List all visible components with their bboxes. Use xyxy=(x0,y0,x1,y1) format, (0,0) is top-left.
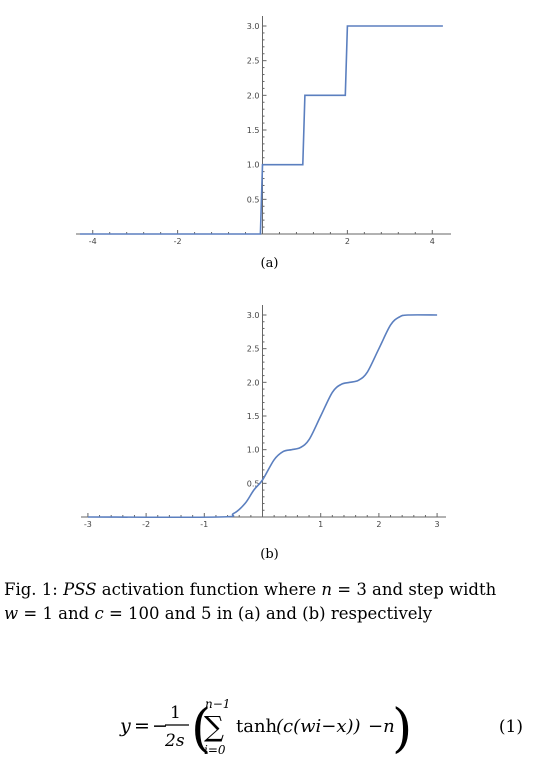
x-tick-label: -2 xyxy=(174,237,182,246)
x-tick-label: -2 xyxy=(142,520,150,529)
eq-args: (c(wi−x)) xyxy=(276,716,361,737)
caption-text4: = 100 and 5 in (a) and (b) respectively xyxy=(103,604,433,623)
eq-lhs: y xyxy=(119,715,131,737)
y-tick-label: 1.0 xyxy=(247,161,260,170)
caption-var-w: w xyxy=(4,604,19,623)
caption-var-c: c xyxy=(94,604,104,623)
equation-1: y = − 1 2s ( n−1 ∑ i=0 tanh (c(wi−x)) −n… xyxy=(119,697,412,759)
y-tick-label: 0.5 xyxy=(247,195,260,204)
series-line-b xyxy=(87,314,438,519)
x-tick-label: -3 xyxy=(84,520,92,529)
y-tick-label: 0.5 xyxy=(247,479,260,488)
y-tick-label: 2.5 xyxy=(247,57,260,66)
figure-caption: Fig. 1: PSS activation function where n … xyxy=(4,578,534,626)
y-tick-label: 1.0 xyxy=(247,446,260,455)
y-tick-label: 3.0 xyxy=(247,22,260,31)
eq-frac-num: 1 xyxy=(170,703,181,723)
eq-tail: −n xyxy=(368,716,395,737)
caption-text3: = 1 and xyxy=(18,604,95,623)
caption-text1: activation function where xyxy=(96,580,322,599)
caption-var-n: n xyxy=(321,580,332,599)
caption-prefix: Fig. 1: xyxy=(4,580,64,599)
eq-minus: − xyxy=(152,715,168,737)
eq-paren-close: ) xyxy=(392,699,412,759)
eq-sum-upper: n−1 xyxy=(205,697,230,711)
y-tick-label: 1.5 xyxy=(247,412,260,421)
x-tick-label: 2 xyxy=(345,237,350,246)
caption-text2: = 3 and step width xyxy=(332,580,497,599)
y-tick-label: 2.0 xyxy=(247,91,260,100)
x-tick-label: 4 xyxy=(430,237,435,246)
x-tick-label: 2 xyxy=(376,520,381,529)
x-tick-label: -1 xyxy=(200,520,208,529)
equation-number: (1) xyxy=(498,717,523,737)
caption-pss: PSS xyxy=(63,580,97,599)
y-tick-label: 2.0 xyxy=(247,378,260,387)
eq-tanh: tanh xyxy=(236,716,278,737)
eq-equals: = xyxy=(134,715,150,737)
y-tick-label: 1.5 xyxy=(247,126,260,135)
series-line-a xyxy=(80,25,443,235)
eq-sigma: ∑ xyxy=(204,710,224,743)
x-tick-label: -4 xyxy=(89,237,97,246)
x-tick-label: 1 xyxy=(318,520,323,529)
y-tick-label: 3.0 xyxy=(247,311,260,320)
x-tick-label: 3 xyxy=(435,520,440,529)
eq-sum-lower: i=0 xyxy=(204,743,226,757)
chart-a: -4 -2 2 4 0.5 1.0 1.5 2.0 2.5 3.0 xyxy=(76,16,451,246)
panel-label-b: (b) xyxy=(260,547,279,562)
eq-frac-den: 2s xyxy=(164,731,185,751)
panel-label-a: (a) xyxy=(260,256,279,271)
y-tick-label: 2.5 xyxy=(247,345,260,354)
eq-paren-open: ( xyxy=(191,699,211,759)
chart-b: -3 -2 -1 1 2 3 0.5 1.0 1.5 2.0 2.5 3.0 xyxy=(81,305,446,529)
